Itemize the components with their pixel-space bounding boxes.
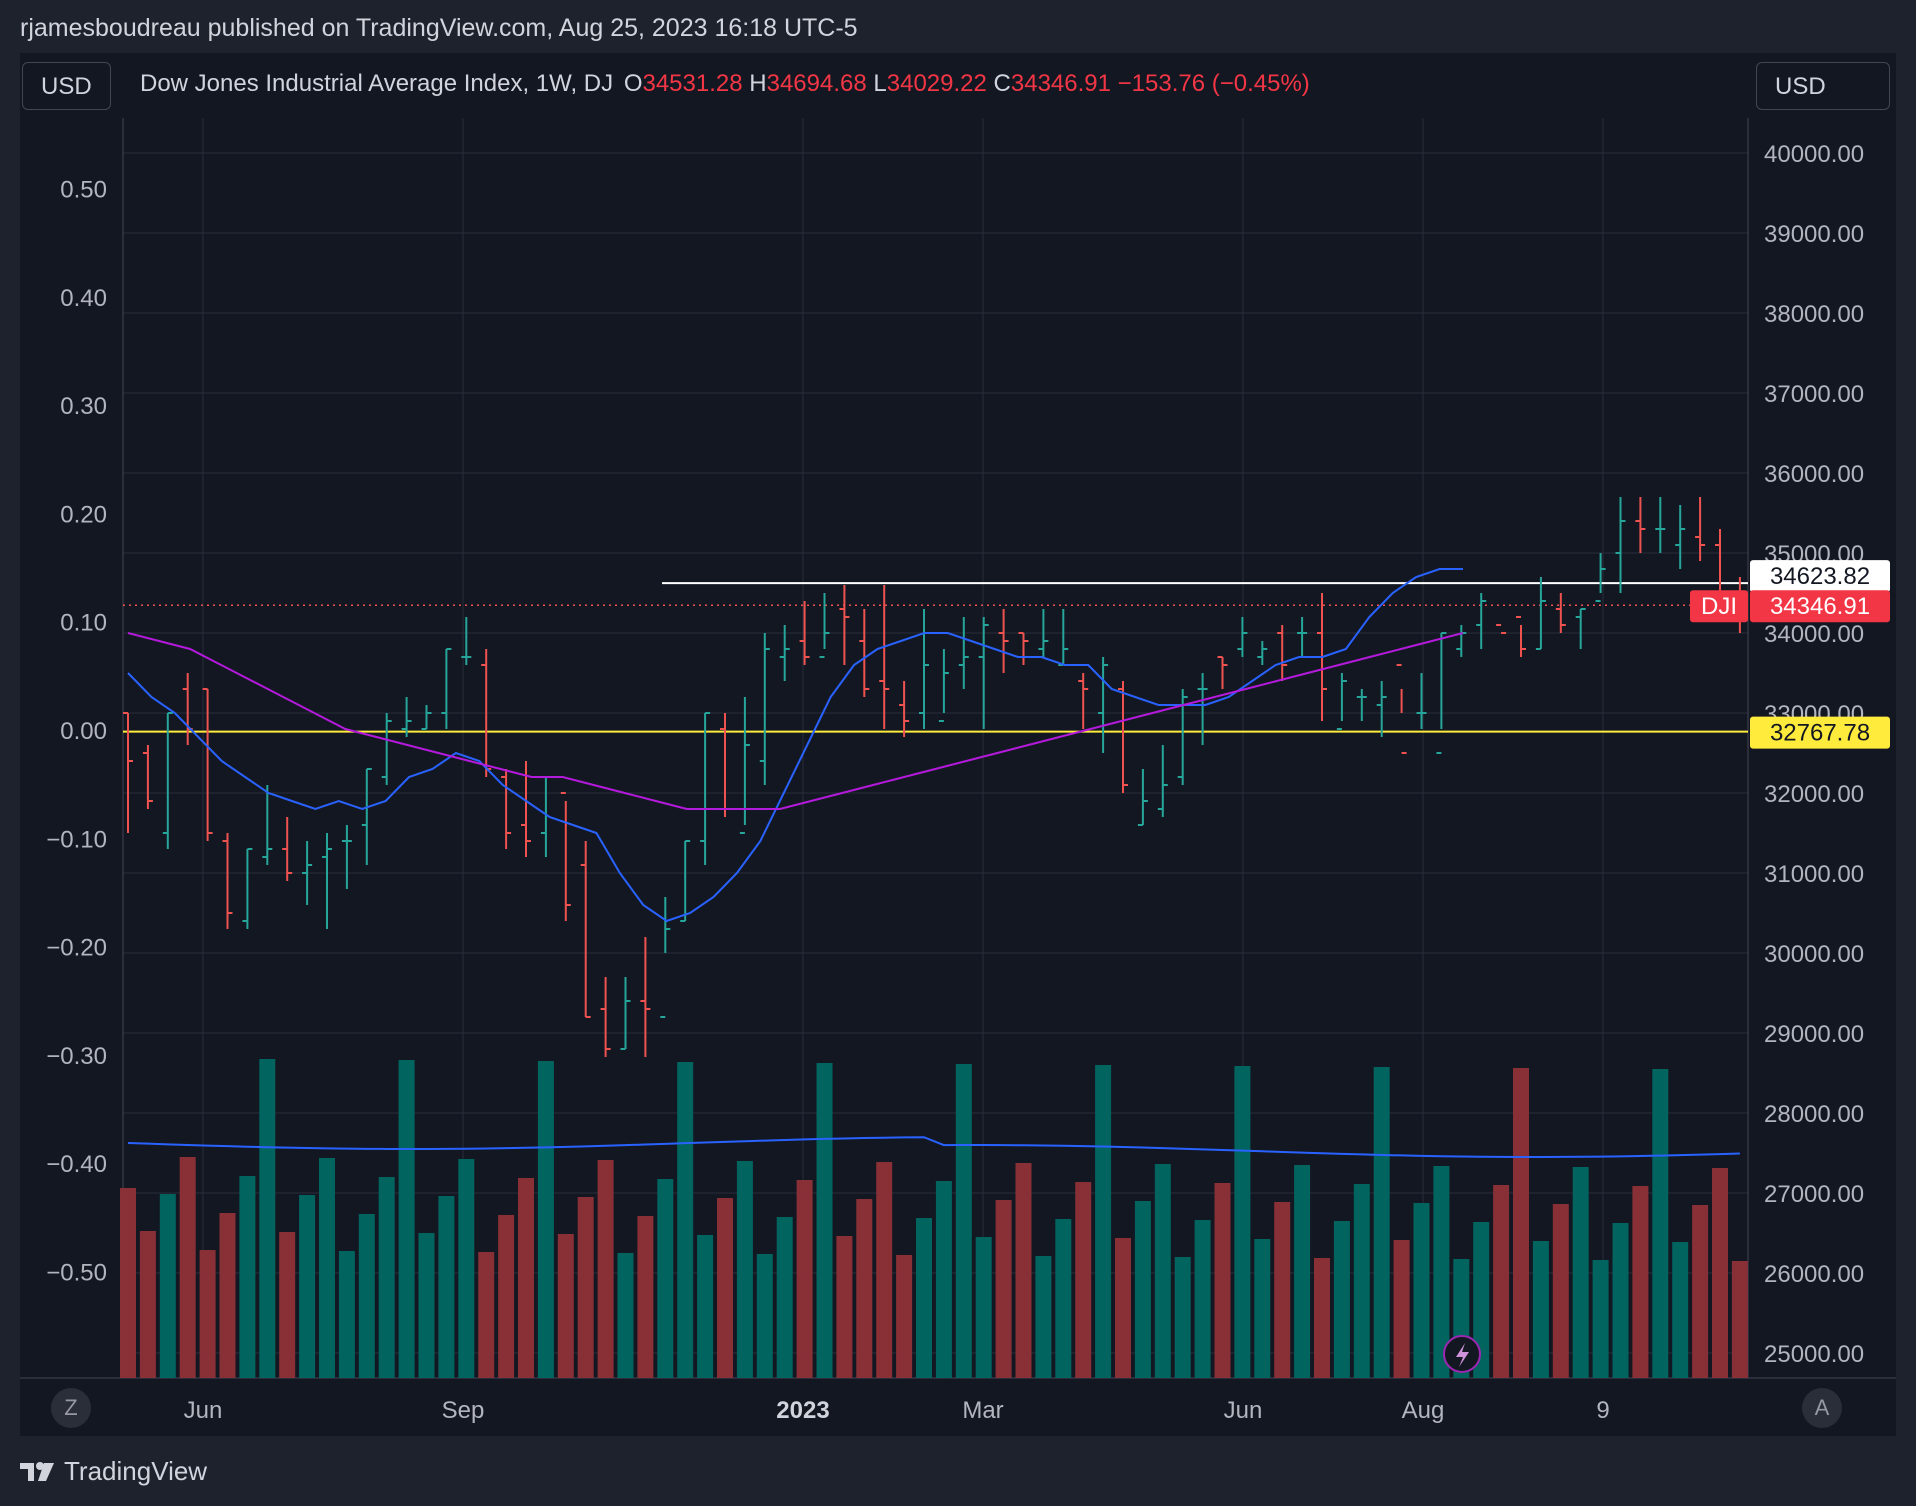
- currency-left-button[interactable]: USD: [22, 62, 111, 110]
- chart-frame[interactable]: [20, 53, 1896, 1436]
- footer: TradingView: [20, 1456, 207, 1487]
- high-value: 34694.68: [766, 70, 867, 97]
- currency-right-button[interactable]: USD: [1756, 62, 1890, 110]
- open-value: 34531.28: [642, 70, 743, 97]
- open-label: O: [623, 70, 643, 97]
- close-value: 34346.91: [1010, 70, 1111, 97]
- low-label: L: [873, 70, 887, 97]
- footer-brand[interactable]: TradingView: [64, 1456, 208, 1486]
- published-line: rjamesboudreau published on TradingView.…: [20, 14, 858, 42]
- symbol-title: Dow Jones Industrial Average Index, 1W, …: [140, 70, 614, 97]
- zoom-button[interactable]: Z: [51, 1388, 91, 1428]
- low-value: 34029.22: [886, 70, 987, 97]
- change-value: −153.76 (−0.45%): [1117, 70, 1310, 97]
- auto-scale-button[interactable]: A: [1802, 1388, 1842, 1428]
- tradingview-logo-icon: [20, 1461, 56, 1483]
- symbol-legend: Dow Jones Industrial Average Index, 1W, …: [140, 70, 1310, 98]
- close-label: C: [993, 70, 1011, 97]
- high-label: H: [749, 70, 767, 97]
